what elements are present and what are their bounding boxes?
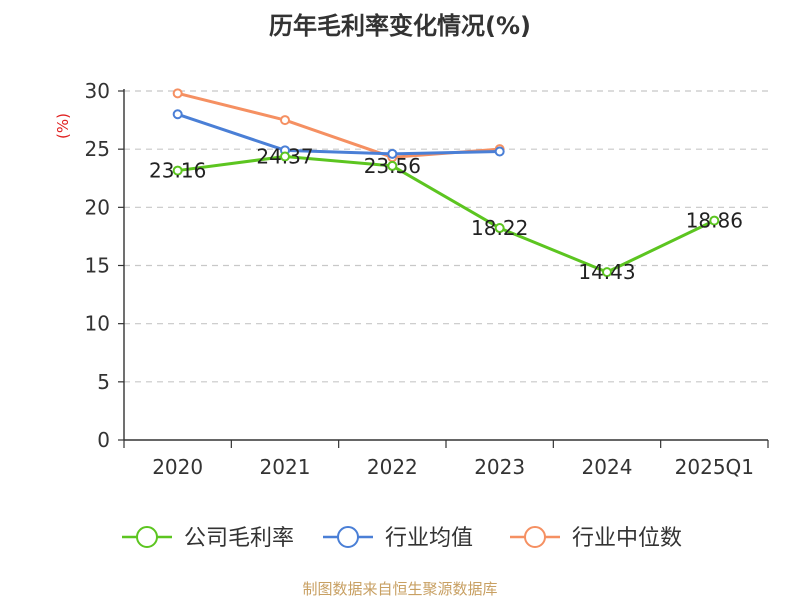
- series-0-label-3: 18.22: [471, 216, 528, 240]
- y-tick-label-15: 15: [85, 254, 110, 278]
- series-2-point-0: [172, 88, 183, 99]
- series-0-label-4: 14.43: [578, 260, 635, 284]
- x-tick-label-2025Q1: 2025Q1: [675, 455, 754, 479]
- grid-lines: [124, 90, 768, 383]
- chart-title: 历年毛利率变化情况(%): [269, 12, 531, 40]
- y-tick-label-20: 20: [85, 195, 110, 219]
- x-tick-label-2022: 2022: [367, 455, 418, 479]
- y-tick-label-10: 10: [85, 312, 110, 336]
- data-labels: 23.16 24.37 23.56 18.22 14.43 18.86: [149, 144, 743, 284]
- legend-marker-2: [524, 526, 546, 548]
- source-note: 制图数据来自恒生聚源数据库: [302, 580, 498, 598]
- x-tick-label-2020: 2020: [152, 455, 203, 479]
- y-tick-label-25: 25: [85, 137, 110, 161]
- legend: 公司毛利率 行业均值 行业中位数: [122, 526, 682, 551]
- series-0-label-2: 23.56: [364, 154, 421, 178]
- series-0-label-5: 18.86: [686, 209, 743, 233]
- y-axis-label: (%): [54, 113, 72, 139]
- series-0-point-5: [709, 215, 720, 226]
- series-0-point-1: [280, 151, 290, 162]
- series-0-point-4: [602, 267, 612, 278]
- legend-marker-1: [337, 526, 359, 548]
- legend-marker-0: [136, 526, 158, 548]
- series-0-label-0: 23.16: [149, 159, 206, 183]
- series-1-point-2: [387, 148, 398, 159]
- x-tick-label-2024: 2024: [582, 455, 633, 479]
- series-2-line: [177, 91, 500, 159]
- y-tick-label-0: 0: [97, 428, 110, 452]
- series-0-point-3: [494, 223, 505, 234]
- x-tick-label-2023: 2023: [474, 455, 525, 479]
- series-0-point-2: [387, 160, 398, 171]
- series-0-label-1: 24.37: [256, 144, 313, 168]
- legend-label-0: 公司毛利率: [184, 526, 294, 551]
- axes: 0 5 10 15 20 25 30 2020 2021 2022 2023 2024 2025Q1: [85, 79, 769, 479]
- x-tick-label-2021: 2021: [260, 455, 311, 479]
- legend-label-1: 行业均值: [385, 526, 473, 551]
- series-2-point-1: [280, 115, 290, 126]
- y-tick-label-5: 5: [97, 370, 110, 394]
- series-1-line: [177, 112, 500, 156]
- series-1-point-0: [172, 109, 183, 120]
- y-tick-label-30: 30: [85, 79, 110, 103]
- series-0-line: [177, 154, 715, 274]
- legend-label-2: 行业中位数: [572, 526, 682, 551]
- series-1-point-3: [494, 146, 505, 157]
- series-0-point-0: [172, 165, 183, 176]
- series-group: [172, 88, 720, 278]
